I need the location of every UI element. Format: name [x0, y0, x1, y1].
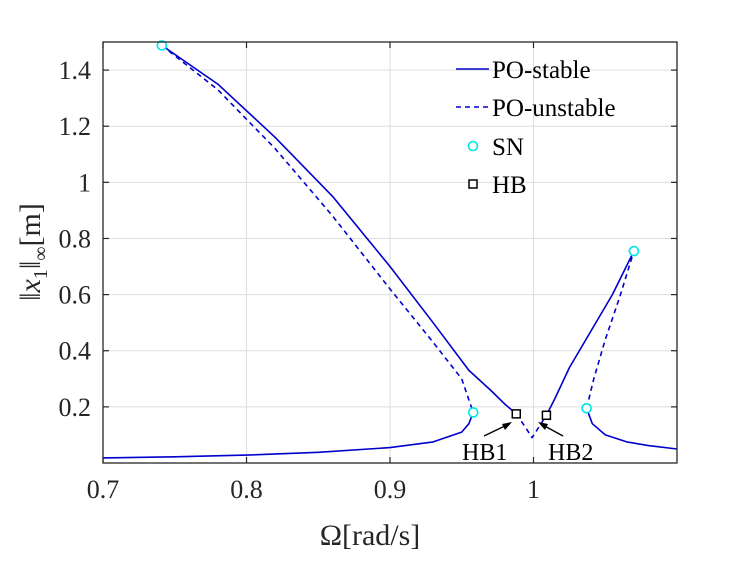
sn-point-2	[467, 407, 479, 418]
series-po-unstable-segment-3	[585, 250, 635, 409]
legend-label-unstable: PO-unstable	[492, 95, 616, 122]
legend-marker-sn	[467, 140, 479, 152]
y-axis-title-open: ‖	[14, 292, 47, 300]
series-po-stable-segment-3	[545, 250, 635, 416]
y-tick-label: 1.2	[59, 112, 92, 141]
sn-point-3	[581, 402, 592, 414]
y-axis-title: ‖x1‖∞[m]	[14, 203, 52, 301]
y-axis-title-sub: 1	[30, 269, 52, 279]
series-layer	[102, 44, 678, 459]
x-axis-title: Ω[rad/s]	[320, 519, 421, 552]
y-axis-title-unit: [m]	[14, 203, 47, 246]
y-tick-label: 1	[78, 168, 91, 197]
hb1-label: HB1	[462, 440, 507, 466]
hb2-annotation: HB2	[538, 422, 593, 466]
marker-layer	[156, 40, 640, 421]
y-axis-title-inf: ∞	[30, 246, 52, 260]
tick-layer: 0.7 0.8 0.9 1 0.2 0.4 0.6 0.8 1 1.2 1.4	[59, 42, 677, 504]
y-axis-title-var: x	[14, 278, 47, 293]
x-tick-label: 1	[527, 475, 540, 504]
y-tick-label: 0.4	[59, 337, 92, 366]
y-axis-title-close: ‖	[14, 261, 47, 269]
hb2-arrowhead	[538, 422, 548, 430]
y-tick-label: 1.4	[59, 56, 92, 85]
y-tick-label: 0.2	[59, 393, 92, 422]
sn-point-1	[156, 40, 168, 51]
x-tick-label: 0.8	[230, 475, 263, 504]
hb2-label: HB2	[548, 440, 593, 466]
sn-point-4	[628, 245, 640, 257]
series-po-unstable-segment-1	[161, 44, 474, 413]
legend-label-sn: SN	[492, 134, 524, 161]
hb-point-2	[541, 410, 552, 421]
y-tick-label: 0.6	[59, 281, 92, 310]
hb1-arrowhead	[502, 422, 512, 430]
series-po-stable-segment-4	[585, 408, 678, 450]
legend: PO-stable PO-unstable SN HB	[456, 57, 616, 199]
legend-marker-hb	[468, 179, 478, 189]
y-tick-label: 0.8	[59, 224, 92, 253]
hb-point-1	[511, 409, 522, 419]
legend-label-stable: PO-stable	[492, 57, 591, 84]
x-tick-label: 0.9	[374, 475, 407, 504]
series-po-stable-segment-2	[161, 44, 517, 415]
hb1-annotation: HB1	[462, 422, 512, 466]
legend-label-hb: HB	[492, 172, 527, 199]
x-tick-label: 0.7	[87, 475, 120, 504]
series-po-stable-segment-1	[102, 412, 474, 459]
